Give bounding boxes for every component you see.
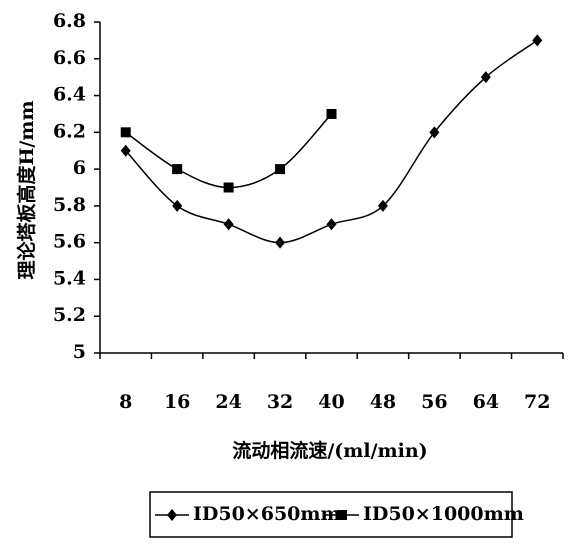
y-tick-label: 5.6: [53, 231, 86, 253]
legend-label: ID50×1000mm: [363, 503, 524, 525]
x-tick-label: 40: [318, 391, 344, 413]
marker: [120, 127, 131, 138]
marker: [429, 126, 440, 139]
y-tick-label: 5.2: [53, 304, 86, 326]
y-tick-label: 6.4: [53, 84, 86, 106]
marker: [275, 236, 286, 249]
x-tick-label: 24: [215, 391, 241, 413]
y-tick-label: 6.2: [53, 120, 86, 142]
marker: [326, 108, 337, 119]
marker: [223, 218, 234, 231]
marker: [377, 199, 388, 212]
x-tick-label: 32: [267, 391, 293, 413]
y-tick-label: 5.8: [53, 194, 86, 216]
x-tick-label: 8: [119, 391, 132, 413]
x-axis-label: 流动相流速/(ml/min): [232, 439, 427, 462]
x-tick-label: 72: [524, 391, 550, 413]
marker: [326, 218, 337, 231]
marker: [223, 182, 234, 193]
marker: [172, 164, 183, 175]
legend-box: [149, 491, 513, 538]
y-tick-label: 5.4: [53, 267, 86, 289]
marker: [480, 71, 491, 84]
y-tick-label: 5: [73, 341, 86, 363]
marker: [532, 34, 543, 47]
y-tick-label: 6.6: [53, 47, 86, 69]
legend-label: ID50×650mm: [193, 503, 341, 525]
series-line: [125, 39, 538, 244]
marker: [172, 199, 183, 212]
y-tick-label: 6: [73, 157, 86, 179]
series-line: [125, 113, 333, 189]
marker: [275, 164, 286, 175]
x-tick-label: 48: [370, 391, 396, 413]
y-tick-label: 6.8: [53, 10, 86, 32]
marker: [167, 509, 177, 521]
y-axis-label: 理论塔板高度H/mm: [15, 100, 38, 279]
x-tick-label: 64: [473, 391, 499, 413]
x-tick-label: 56: [421, 391, 447, 413]
x-tick-label: 16: [164, 391, 190, 413]
marker: [120, 144, 131, 157]
marker: [337, 510, 347, 520]
